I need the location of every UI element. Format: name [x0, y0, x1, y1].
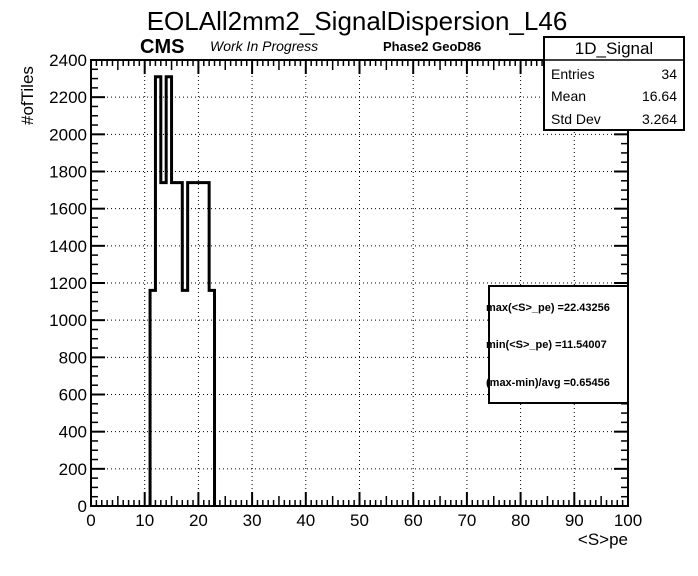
stats-mean-value: 16.64 — [642, 88, 677, 104]
y-tick-label: 0 — [78, 497, 87, 516]
histogram-bin — [150, 290, 155, 506]
y-tick-label: 2400 — [49, 51, 87, 70]
y-tick-label: 200 — [59, 460, 87, 479]
histogram-bin — [188, 183, 193, 506]
info-box: max(<S>_pe) =22.43256 min(<S>_pe) =11.54… — [486, 285, 629, 404]
histogram-bin — [166, 77, 171, 506]
grid-lines — [91, 60, 628, 506]
x-tick-label: 80 — [511, 511, 530, 530]
x-tick-label: 90 — [565, 511, 584, 530]
stats-stddev-label: Std Dev — [551, 111, 601, 127]
x-tick-label: 50 — [350, 511, 369, 530]
y-tick-label: 1800 — [49, 163, 87, 182]
stats-entries-label: Entries — [551, 66, 595, 82]
x-tick-label: 0 — [86, 511, 95, 530]
y-tick-label: 1200 — [49, 274, 87, 293]
info-max-line: max(<S>_pe) =22.43256 — [486, 302, 610, 314]
y-tick-label: 1000 — [49, 311, 87, 330]
x-axis-label: <S>pe — [578, 530, 628, 549]
x-tick-label: 10 — [135, 511, 154, 530]
y-axis-label: #ofTiles — [18, 66, 37, 125]
x-tick-labels: 0 10 20 30 40 50 60 70 80 90 100 — [86, 511, 642, 530]
y-tick-labels: 0 200 400 600 800 1000 1200 1400 1600 1800 2000 220… — [49, 51, 87, 516]
stats-box-title: 1D_Signal — [575, 39, 653, 58]
y-tick-label: 1600 — [49, 200, 87, 219]
chart-title: EOLAll2mm2_SignalDispersion_L46 — [147, 6, 568, 36]
stats-stddev-value: 3.264 — [642, 111, 677, 127]
stats-box: 1D_Signal Entries 34 Mean 16.64 Std Dev … — [543, 36, 685, 131]
stats-mean-label: Mean — [551, 88, 586, 104]
x-tick-label: 60 — [404, 511, 423, 530]
histogram-bin — [155, 77, 160, 506]
y-tick-label: 400 — [59, 423, 87, 442]
work-in-progress-label: Work In Progress — [210, 38, 318, 54]
x-tick-label: 30 — [243, 511, 262, 530]
histogram-outline — [148, 75, 217, 506]
y-tick-label: 600 — [59, 386, 87, 405]
y-tick-label: 1400 — [49, 237, 87, 256]
histogram-series — [148, 75, 217, 506]
histogram-bin — [182, 290, 187, 506]
histogram-bin — [209, 290, 214, 506]
y-tick-label: 2200 — [49, 88, 87, 107]
histogram-bin — [172, 183, 183, 506]
stats-box-frame — [543, 36, 685, 131]
y-tick-label: 800 — [59, 348, 87, 367]
info-ratio-line: (max-min)/avg =0.65456 — [486, 377, 610, 389]
cms-label: CMS — [140, 36, 184, 58]
x-tick-label: 20 — [189, 511, 208, 530]
histogram-bin — [193, 183, 209, 506]
geometry-label: Phase2 GeoD86 — [383, 39, 481, 54]
stats-entries-value: 34 — [661, 66, 677, 82]
x-tick-label: 100 — [614, 511, 642, 530]
x-tick-label: 70 — [457, 511, 476, 530]
histogram-bin — [161, 183, 166, 506]
info-box-frame — [488, 285, 629, 404]
info-min-line: min(<S>_pe) =11.54007 — [486, 339, 607, 351]
x-tick-label: 40 — [296, 511, 315, 530]
y-tick-label: 2000 — [49, 125, 87, 144]
